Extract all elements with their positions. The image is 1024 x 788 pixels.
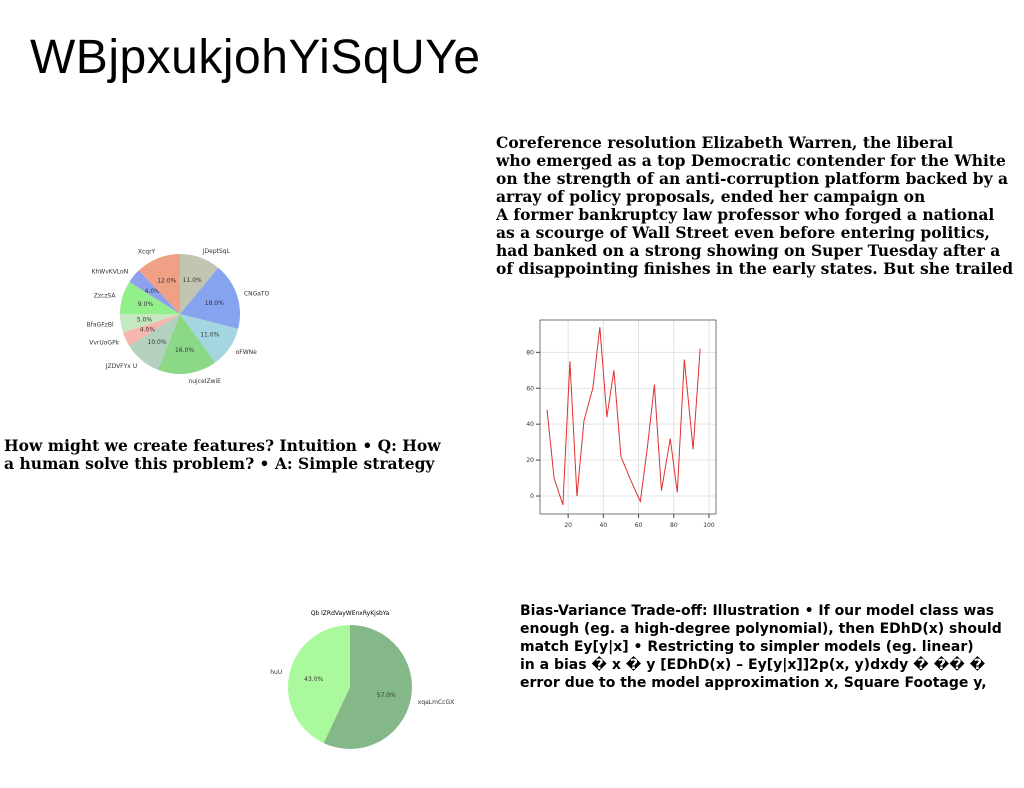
- pie1-label-1: CNGaTO: [244, 290, 270, 297]
- plot-frame: [539, 319, 717, 515]
- pie1-pct-5: 4.0%: [140, 326, 156, 333]
- pie1-pct-6: 5.0%: [137, 317, 153, 324]
- pie1-label-5: VvrUoGPk: [89, 340, 119, 347]
- pie1-pct-7: 9.0%: [138, 301, 154, 308]
- y-tick-label-4: 80: [526, 349, 534, 356]
- pie1-slice-9: [138, 254, 180, 314]
- pie1-slice-6: [120, 314, 180, 333]
- pie-chart-2: Qb lZRdVayWEnxRyKjsbYa 57.0% xqaLmCcGX 43.0…: [270, 610, 454, 749]
- pie1-pct-8: 4.0%: [145, 288, 161, 295]
- paragraph-features: How might we create features? Intuition …: [4, 436, 441, 473]
- x-tick-label-4: 100: [703, 522, 715, 529]
- x-tick-label-2: 60: [635, 522, 643, 529]
- pie2-label-1: huU: [270, 669, 282, 676]
- pie1-slice-5: [122, 314, 180, 347]
- page-title: WBjpxukjohYiSqUYe: [30, 31, 481, 84]
- pie2-slice-1: [288, 625, 350, 744]
- pie1-pct-0: 11.0%: [183, 277, 202, 284]
- pie2-pct-0: 57.0%: [377, 692, 396, 699]
- pie1-label-7: ZzczSA: [94, 292, 117, 299]
- pie1-label-9: XcqrY: [138, 249, 156, 256]
- pie1-slice-7: [120, 281, 180, 314]
- pie1-pct-1: 18.0%: [205, 300, 224, 307]
- pie1-slice-4: [129, 314, 180, 370]
- pie1-label-0: JDeptSqL: [202, 248, 231, 255]
- pie1-label-2: oFWNe: [236, 349, 258, 356]
- pie1-slice-2: [180, 314, 239, 363]
- pie-chart-1: 11.0% JDeptSqL 18.0% CNGaTO 11.0% oFWNe 16.0% n…: [87, 248, 270, 385]
- paragraph-coreference: Coreference resolution Elizabeth Warren,…: [496, 134, 1014, 278]
- x-tick-label-1: 40: [600, 522, 608, 529]
- pie2-pct-1: 43.0%: [304, 676, 323, 683]
- x-tick-label-0: 20: [564, 522, 572, 529]
- pie2-title: Qb lZRdVayWEnxRyKjsbYa: [311, 610, 390, 617]
- y-tick-label-3: 60: [526, 385, 534, 392]
- pie1-label-3: nujceIZwiE: [188, 378, 221, 385]
- y-tick-label-0: 0: [530, 493, 534, 500]
- pie1-pct-2: 11.0%: [200, 331, 219, 338]
- pie2-slice-0: [323, 625, 413, 749]
- y-tick-label-1: 20: [526, 457, 534, 464]
- paragraph-bias-variance: Bias-Variance Trade-off: Illustration • …: [520, 603, 1002, 691]
- pie1-label-6: BfaGFzBl: [87, 322, 114, 329]
- pie1-label-4: JZDVFYx U: [105, 363, 137, 370]
- pie1-pct-9: 12.0%: [157, 278, 176, 285]
- pie1-slice-0: [180, 254, 219, 314]
- pie1-label-8: KhWvKVLoN: [92, 268, 129, 275]
- y-tick-label-2: 40: [526, 421, 534, 428]
- pie1-slice-8: [129, 270, 180, 314]
- pie1-slice-3: [157, 314, 216, 374]
- pie1-pct-4: 10.0%: [148, 339, 167, 346]
- line-chart: 20 40 60 80 100 0 20 40 60 80: [526, 319, 717, 529]
- x-tick-label-3: 80: [670, 522, 678, 529]
- series-line-0: [546, 327, 701, 506]
- pie1-slice-1: [180, 267, 241, 329]
- pie2-label-0: xqaLmCcGX: [418, 699, 454, 706]
- pie1-pct-3: 16.0%: [175, 347, 194, 354]
